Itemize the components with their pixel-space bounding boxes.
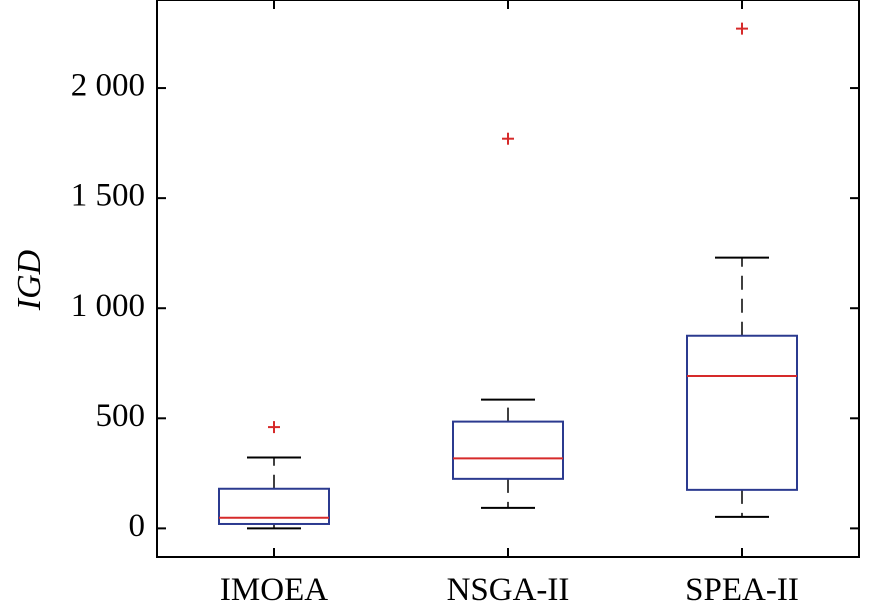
y-axis-title: IGD [11,249,48,311]
interquartile-box [686,334,798,491]
plot-area [218,22,798,530]
y-tick-label: 1 500 [71,178,145,214]
outlier-marker [502,132,514,145]
box-imoea [218,421,330,530]
axes-frame [156,0,860,558]
y-tick-label: 1 000 [71,288,145,324]
y-tick-label: 2 000 [71,68,145,104]
box-nsga-ii [452,132,564,509]
interquartile-box [218,487,330,525]
outlier-marker [736,22,748,35]
x-tick-label: NSGA-II [447,572,570,608]
box-spea-ii [686,22,798,518]
x-tick-label: SPEA-II [685,572,799,608]
y-tick-label: 500 [96,398,146,434]
outlier-marker [268,421,280,434]
axes: 0 500 1 000 1 500 2 000 IMOEA NSGA-II SPEA-II [71,0,860,608]
interquartile-box [452,420,564,480]
y-tick-label: 0 [129,508,146,544]
x-tick-label: IMOEA [220,572,328,608]
